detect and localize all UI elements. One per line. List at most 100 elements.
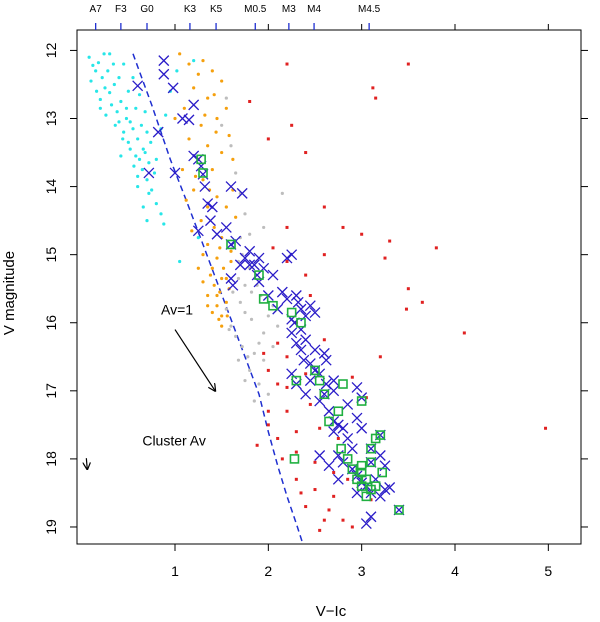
blue_x-point — [342, 433, 354, 444]
blue_x-point — [244, 245, 256, 257]
orange-point — [203, 113, 207, 117]
orange-point — [229, 249, 233, 253]
red-point — [276, 382, 280, 386]
blue_x-point — [328, 426, 340, 438]
blue_x-point — [220, 221, 232, 233]
orange-point — [201, 253, 205, 257]
blue_x-point — [290, 290, 302, 301]
cyan-point — [94, 69, 98, 73]
red-point — [308, 294, 312, 298]
orange-point — [218, 290, 222, 294]
gray-point — [262, 225, 266, 230]
red-point — [371, 86, 375, 90]
cyan-point — [128, 120, 132, 124]
red-point — [248, 99, 252, 103]
blue_x-point — [152, 126, 164, 138]
blue_x-point — [309, 307, 321, 318]
red-point — [341, 518, 345, 522]
blue_x-point — [183, 114, 195, 126]
blue_x-point — [332, 473, 344, 485]
cyan-point — [159, 212, 163, 216]
cyan-point — [175, 69, 179, 73]
blue_x-point — [225, 273, 237, 284]
cyan-point — [124, 116, 129, 121]
x-tick-label: 4 — [451, 563, 459, 579]
red-point — [294, 430, 298, 434]
cyan-point — [119, 154, 123, 158]
orange-point — [208, 273, 213, 277]
gray-point — [243, 310, 247, 315]
red-point — [276, 341, 280, 345]
annotations: Av=1 Cluster Av — [86, 302, 215, 470]
data-points — [87, 52, 548, 532]
orange-point — [206, 96, 210, 100]
red-point — [280, 457, 284, 461]
green_box-point — [268, 300, 278, 311]
red-point — [346, 477, 350, 481]
blue_x-point — [384, 482, 396, 493]
isochrone-path — [132, 53, 304, 544]
cyan-point — [134, 154, 138, 158]
orange-point — [206, 242, 210, 247]
blue_x-point — [202, 198, 214, 210]
gray-point — [220, 123, 224, 127]
green_box-point — [347, 464, 358, 474]
spectral-type-label: F3 — [115, 4, 127, 15]
blue_x-point — [351, 381, 363, 393]
blue_x-point — [225, 181, 237, 193]
orange-point — [201, 280, 205, 284]
gray-point — [243, 212, 247, 216]
cyan-point — [154, 157, 158, 161]
red-point — [420, 300, 424, 304]
orange-point — [225, 314, 229, 318]
green_box-point — [338, 379, 348, 389]
gray-point — [224, 307, 228, 311]
cyan-point — [100, 76, 104, 80]
gray-point — [249, 290, 254, 294]
cyan-point — [96, 61, 101, 65]
cyan-point — [154, 202, 158, 206]
cyan-point — [162, 222, 166, 226]
green_box-point — [366, 484, 376, 495]
red-point — [285, 355, 289, 359]
green_box-point — [356, 396, 367, 406]
red-point — [350, 525, 354, 529]
orange-point — [215, 256, 219, 260]
red-point — [285, 409, 289, 413]
cyan-point — [178, 259, 182, 264]
cyan-point — [95, 89, 99, 93]
red-point — [374, 96, 378, 100]
gray-point — [229, 324, 233, 328]
red-point — [360, 232, 364, 236]
annotation-label: Cluster Av — [142, 432, 206, 448]
gray-point — [257, 341, 261, 345]
cyan-point — [98, 97, 102, 102]
cyan-point — [87, 55, 91, 59]
cyan-point — [104, 113, 108, 117]
blue_x-point — [323, 460, 335, 472]
red-point — [406, 287, 410, 291]
blue_x-point — [337, 422, 349, 434]
blue_x-point — [318, 347, 330, 359]
spectral-type-label: K5 — [210, 4, 223, 15]
cyan-point — [128, 147, 132, 151]
blue_x-point — [281, 293, 293, 305]
blue_x-point — [360, 518, 372, 530]
cyan-point — [89, 79, 93, 83]
blue_x-point — [328, 385, 340, 397]
blue_x-point — [300, 334, 312, 346]
cyan-point — [136, 137, 140, 141]
blue_x-point — [292, 296, 304, 308]
spectral-type-label: A7 — [90, 4, 103, 15]
red-point — [313, 488, 317, 492]
cyan-point — [102, 52, 106, 56]
blue_x-point — [281, 252, 293, 264]
blue_x-point — [374, 490, 386, 502]
green_box-point — [196, 154, 206, 165]
y-tick-label: 16 — [43, 315, 59, 331]
gray-point — [236, 276, 241, 281]
spectral-type-label: M0.5 — [244, 4, 267, 15]
cyan-point — [140, 167, 144, 172]
green_box-point — [254, 270, 264, 280]
blue_x-point — [211, 228, 223, 240]
